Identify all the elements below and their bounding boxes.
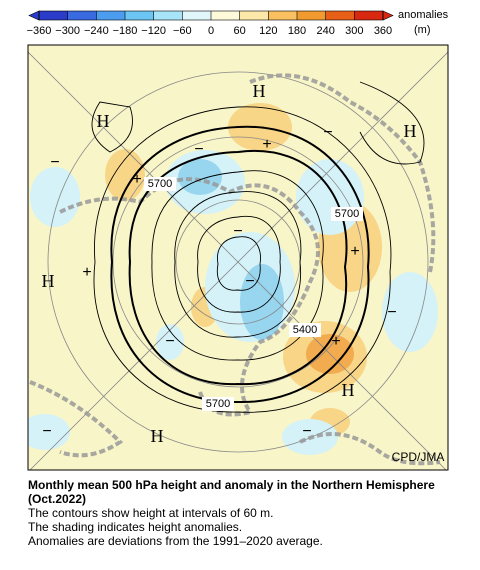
anomaly-sign: − [194,141,203,158]
colorbar-segment [125,11,154,20]
colorbar: −360 −300 −240 −180 −120 −60 0 60 120 180 240 300 36… [27,9,449,37]
anomaly-sign: + [350,243,359,260]
colorbar-tick-label: 0 [208,25,214,37]
anomaly-sign: − [323,124,332,141]
anomaly-sign: + [262,136,271,153]
anomaly-sign: + [331,333,340,350]
colorbar-tick-label: −240 [84,25,109,37]
contour-label: 5400 [293,324,317,336]
colorbar-tick-label: 180 [288,25,306,37]
colorbar-tick-label: −300 [55,25,80,37]
colorbar-unit: (m) [414,24,431,36]
high-label: H [151,426,164,446]
anomaly-sign: − [245,273,254,290]
colorbar-tick-label: −120 [141,25,166,37]
anomaly-sign: − [302,423,311,440]
anomaly-sign: − [165,333,174,350]
colorbar-tick-label: −180 [113,25,138,37]
contour-label: 5700 [148,178,172,190]
contour-label-bg [289,323,321,337]
contour-label: 5700 [335,208,359,220]
anomaly-sign: − [233,223,242,240]
anomaly-sign: − [387,304,396,321]
colorbar-label: anomalies [398,9,449,21]
contour-label-bg [331,207,363,221]
map: H H H H H H + + + + + − − − − − − − − − 5700 5700 5400 5700 CPD/… [27,44,449,471]
high-label: H [404,121,417,141]
colorbar-segment [239,11,269,20]
caption: Monthly mean 500 hPa height and anomaly … [28,478,468,548]
contour-label: 5700 [206,398,230,410]
caption-line: The shading indicates height anomalies. [28,520,243,534]
colorbar-tick-label: 240 [316,25,334,37]
map-body [28,45,448,470]
colorbar-segment [211,11,240,20]
colorbar-segment [268,11,297,20]
contour-label-bg [144,177,176,191]
anomaly-sign: + [132,171,141,188]
caption-title: Monthly mean 500 hPa height and anomaly … [28,478,435,506]
anomaly-sign: − [42,423,51,440]
credit: CPD/JMA [392,450,445,464]
colorbar-segment [297,11,326,20]
colorbar-segment [67,11,97,20]
anomaly-sign: − [50,154,59,171]
colorbar-segment [354,11,383,20]
colorbar-end [382,10,394,21]
colorbar-tick-label: −360 [27,25,52,37]
caption-line: Anomalies are deviations from the 1991–2… [28,534,323,548]
high-label: H [253,81,266,101]
high-label: H [342,380,355,400]
colorbar-segment [39,11,68,20]
colorbar-end [28,10,40,21]
high-label: H [97,111,110,131]
caption-line: The contours show height at intervals of… [28,506,274,520]
colorbar-tick-label: −60 [173,25,192,37]
high-label: H [42,271,55,291]
colorbar-tick-label: 120 [259,25,277,37]
colorbar-tick-label: 60 [234,25,246,37]
colorbar-segment [182,11,211,20]
colorbar-segment [96,11,125,20]
anomaly-sign: + [82,264,91,281]
colorbar-tick-label: 300 [345,25,363,37]
colorbar-segment [153,11,183,20]
colorbar-segment [325,11,355,20]
colorbar-tick-label: 360 [374,25,392,37]
contour-label-bg [202,397,234,411]
